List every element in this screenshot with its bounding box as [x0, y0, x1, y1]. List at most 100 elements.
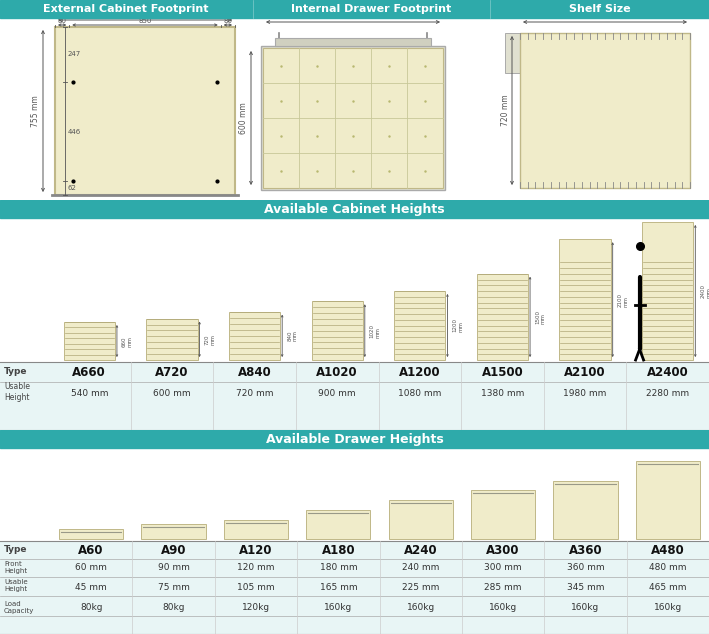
- Text: Usable
Height: Usable Height: [4, 579, 28, 593]
- Text: 950 mm: 950 mm: [588, 11, 623, 20]
- Text: A480: A480: [651, 543, 685, 557]
- Text: 540 mm: 540 mm: [71, 389, 108, 399]
- Text: 600 mm: 600 mm: [238, 102, 247, 134]
- Bar: [263, 48, 443, 188]
- Text: 80: 80: [57, 18, 67, 24]
- Text: 247: 247: [68, 51, 82, 58]
- Text: 105 mm: 105 mm: [237, 583, 275, 592]
- Bar: [642, 222, 693, 360]
- Text: A120: A120: [239, 543, 273, 557]
- Text: 80kg: 80kg: [80, 602, 102, 612]
- Text: 240 mm: 240 mm: [402, 564, 440, 573]
- Bar: [505, 33, 520, 73]
- Text: Internal Drawer Footprint: Internal Drawer Footprint: [291, 4, 451, 14]
- Text: Type: Type: [4, 368, 28, 377]
- Text: 45 mm: 45 mm: [75, 583, 107, 592]
- Text: 80: 80: [223, 18, 233, 24]
- Bar: [636, 461, 700, 539]
- Text: 1380 mm: 1380 mm: [481, 389, 524, 399]
- Text: 90 mm: 90 mm: [157, 564, 189, 573]
- Bar: [141, 524, 206, 539]
- Bar: [0, 430, 709, 448]
- Bar: [224, 519, 288, 539]
- Text: 465 mm: 465 mm: [649, 583, 686, 592]
- Text: 160kg: 160kg: [571, 602, 600, 612]
- Text: A1500: A1500: [481, 365, 523, 378]
- Text: A1020: A1020: [316, 365, 358, 378]
- Text: 480 mm: 480 mm: [649, 564, 686, 573]
- Bar: [559, 239, 610, 360]
- Text: 62: 62: [68, 185, 77, 191]
- Text: A720: A720: [155, 365, 189, 378]
- Text: 360 mm: 360 mm: [566, 564, 604, 573]
- Text: A2100: A2100: [564, 365, 606, 378]
- Bar: [229, 312, 280, 360]
- Text: Available Drawer Heights: Available Drawer Heights: [266, 432, 443, 446]
- Bar: [389, 500, 453, 539]
- Text: Load
Capacity: Load Capacity: [4, 600, 34, 614]
- Bar: [0, 541, 709, 634]
- Text: 160kg: 160kg: [654, 602, 682, 612]
- Bar: [64, 322, 115, 360]
- Text: Shelf Size: Shelf Size: [569, 4, 631, 14]
- Text: 120kg: 120kg: [242, 602, 270, 612]
- Text: Front
Height: Front Height: [4, 560, 27, 574]
- Text: 1020
mm: 1020 mm: [370, 324, 381, 338]
- Bar: [275, 38, 431, 46]
- Text: 160kg: 160kg: [489, 602, 517, 612]
- Text: 75 mm: 75 mm: [157, 583, 189, 592]
- Text: A180: A180: [321, 543, 355, 557]
- Bar: [0, 0, 709, 18]
- Text: 660
mm: 660 mm: [122, 335, 133, 347]
- Text: 1010 mm: 1010 mm: [125, 10, 165, 18]
- Text: A90: A90: [161, 543, 186, 557]
- Text: Type: Type: [4, 545, 28, 555]
- Text: 720
mm: 720 mm: [205, 333, 216, 345]
- Text: 1200
mm: 1200 mm: [452, 318, 463, 332]
- Text: 1080 mm: 1080 mm: [398, 389, 442, 399]
- Bar: [146, 319, 198, 360]
- Text: 755 mm: 755 mm: [30, 95, 40, 127]
- Bar: [311, 301, 363, 360]
- Bar: [59, 529, 123, 539]
- Text: 900 mm: 900 mm: [318, 389, 356, 399]
- Text: 225 mm: 225 mm: [402, 583, 440, 592]
- Text: 160kg: 160kg: [406, 602, 435, 612]
- Text: 840
mm: 840 mm: [287, 330, 298, 341]
- Text: 2100
mm: 2100 mm: [618, 293, 628, 307]
- Text: 345 mm: 345 mm: [566, 583, 604, 592]
- Text: A300: A300: [486, 543, 520, 557]
- Text: 600 mm: 600 mm: [153, 389, 191, 399]
- Text: 720 mm: 720 mm: [236, 389, 273, 399]
- Bar: [477, 274, 528, 360]
- Text: A360: A360: [569, 543, 602, 557]
- Bar: [471, 490, 535, 539]
- Text: 2400
mm: 2400 mm: [700, 284, 709, 298]
- Bar: [261, 46, 445, 190]
- Text: Usable
Height: Usable Height: [4, 382, 30, 402]
- Text: 1500
mm: 1500 mm: [535, 310, 546, 324]
- Bar: [0, 200, 709, 218]
- Text: 165 mm: 165 mm: [320, 583, 357, 592]
- Text: 900 mm: 900 mm: [335, 11, 370, 20]
- Text: 80kg: 80kg: [162, 602, 185, 612]
- Bar: [394, 291, 445, 360]
- Text: 285 mm: 285 mm: [484, 583, 522, 592]
- Text: 60 mm: 60 mm: [75, 564, 107, 573]
- Text: External Cabinet Footprint: External Cabinet Footprint: [43, 4, 208, 14]
- Text: 1980 mm: 1980 mm: [564, 389, 607, 399]
- Text: 2280 mm: 2280 mm: [646, 389, 689, 399]
- Bar: [520, 33, 690, 188]
- Text: 300 mm: 300 mm: [484, 564, 522, 573]
- Bar: [0, 362, 709, 430]
- Text: 180 mm: 180 mm: [320, 564, 357, 573]
- Text: 120 mm: 120 mm: [238, 564, 274, 573]
- Text: A60: A60: [79, 543, 104, 557]
- Text: A840: A840: [238, 365, 272, 378]
- Text: 160kg: 160kg: [324, 602, 352, 612]
- Text: 720 mm: 720 mm: [501, 94, 510, 126]
- Bar: [553, 481, 618, 539]
- Text: A660: A660: [72, 365, 106, 378]
- Text: A240: A240: [404, 543, 437, 557]
- Text: A2400: A2400: [647, 365, 688, 378]
